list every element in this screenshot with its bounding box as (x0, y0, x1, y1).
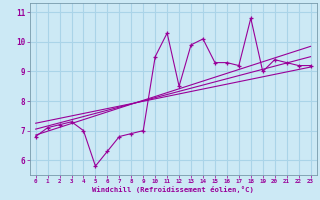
X-axis label: Windchill (Refroidissement éolien,°C): Windchill (Refroidissement éolien,°C) (92, 186, 254, 193)
